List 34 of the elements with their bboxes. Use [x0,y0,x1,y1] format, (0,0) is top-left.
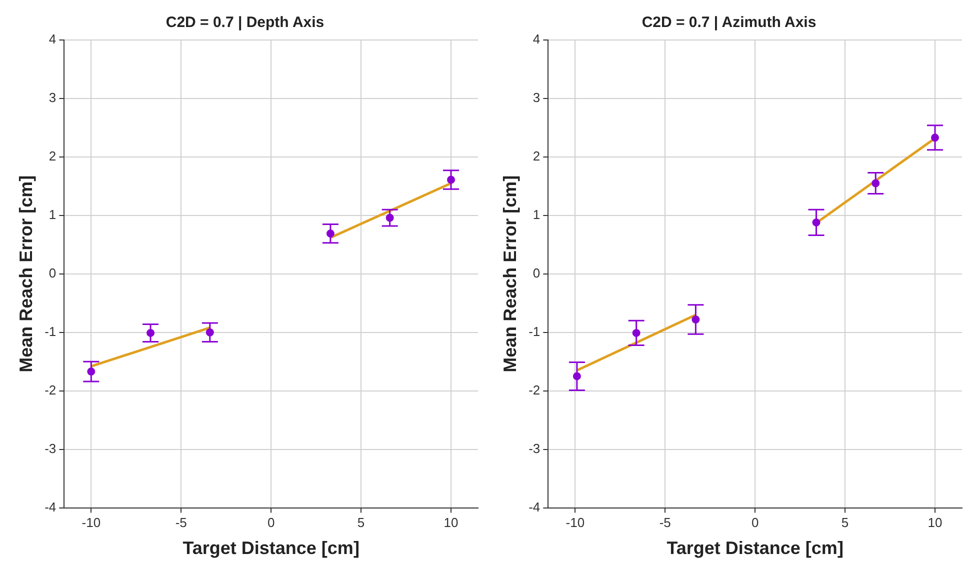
x-tick-label: 5 [841,515,849,530]
y-tick-label: -3 [528,440,540,456]
x-tick-label: -5 [659,515,671,530]
chart-title: C2D = 0.7 | Depth Axis [166,14,324,32]
y-tick-label: 0 [532,265,540,280]
x-tick-label: 0 [267,515,275,530]
y-tick-label: 3 [532,90,540,106]
y-tick-label: 1 [48,207,56,222]
x-tick-label: 10 [928,515,942,530]
y-tick-label: 2 [48,148,56,164]
y-tick-label: -4 [44,499,56,514]
x-tick-label: -10 [566,515,585,530]
y-tick-label: 3 [48,90,56,106]
y-tick-label: 4 [48,32,56,47]
y-axis-title: Mean Reach Error [cm] [16,175,36,372]
y-axis-title: Mean Reach Error [cm] [500,175,520,372]
x-tick-label: 5 [357,515,365,530]
x-axis-title: Target Distance [cm] [666,538,844,558]
y-tick-label: 4 [532,32,540,47]
y-tick-label: 1 [532,207,540,222]
y-tick-label: -3 [44,440,56,456]
y-tick-label: 2 [532,148,540,164]
x-axis-title: Target Distance [cm] [182,538,360,558]
y-tick-label: -1 [44,324,56,339]
x-tick-label: -10 [82,515,101,530]
x-tick-label: -5 [175,515,187,530]
y-tick-label: -1 [528,324,540,339]
chart-title: C2D = 0.7 | Azimuth Axis [642,14,816,32]
y-tick-label: -2 [44,382,56,398]
x-tick-label: 0 [751,515,759,530]
y-tick-label: 0 [48,265,56,280]
y-tick-label: -2 [528,382,540,398]
x-tick-label: 10 [444,515,458,530]
y-tick-label: -4 [528,499,540,514]
